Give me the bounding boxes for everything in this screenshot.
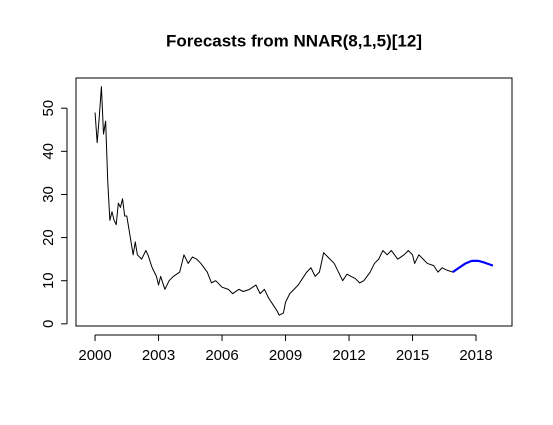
y-tick-label: 10 xyxy=(40,272,57,289)
plot-frame xyxy=(75,77,513,327)
y-tick-label: 0 xyxy=(40,320,57,328)
y-tick-label: 40 xyxy=(40,143,57,160)
chart-title: Forecasts from NNAR(8,1,5)[12] xyxy=(166,31,422,50)
y-tick-label: 30 xyxy=(40,186,57,203)
series-line xyxy=(94,86,453,316)
x-tick-label: 2018 xyxy=(459,347,492,364)
y-tick-label: 50 xyxy=(40,100,57,117)
x-tick-label: 2000 xyxy=(78,347,111,364)
x-tick-label: 2015 xyxy=(396,347,429,364)
x-tick-label: 2003 xyxy=(142,347,175,364)
series-line xyxy=(452,259,494,273)
x-tick-label: 2009 xyxy=(269,347,302,364)
y-tick-label: 20 xyxy=(40,229,57,246)
x-tick-label: 2006 xyxy=(205,347,238,364)
x-tick-label: 2012 xyxy=(332,347,365,364)
